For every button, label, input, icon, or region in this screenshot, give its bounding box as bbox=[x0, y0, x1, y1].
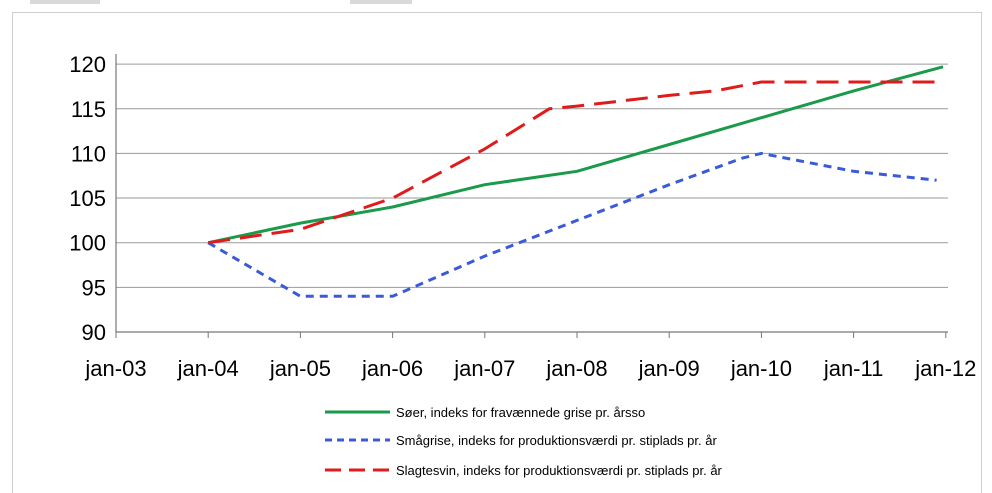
y-tick-label: 100 bbox=[69, 231, 106, 256]
y-tick-label: 95 bbox=[82, 275, 106, 300]
axes bbox=[115, 54, 948, 338]
y-tick-label: 115 bbox=[71, 97, 106, 122]
legend: Søer, indeks for fravænnede grise pr. år… bbox=[325, 405, 723, 478]
x-tick-label: jan-06 bbox=[361, 356, 423, 381]
legend-label-3: Slagtesvin, indeks for produktionsværdi … bbox=[396, 463, 723, 478]
x-tick-label: jan-10 bbox=[730, 356, 792, 381]
y-tick-label: 90 bbox=[82, 320, 106, 345]
top-edge-mark-right bbox=[350, 0, 412, 4]
x-tick-label: jan-11 bbox=[823, 356, 884, 381]
series-lines bbox=[207, 65, 944, 298]
grid-lines bbox=[116, 63, 948, 288]
top-edge-mark-left bbox=[30, 0, 100, 4]
y-tick-label: 120 bbox=[69, 52, 106, 77]
legend-label-1: Søer, indeks for fravænnede grise pr. år… bbox=[396, 405, 645, 420]
series-line-1 bbox=[207, 65, 944, 245]
x-tick-label: jan-05 bbox=[269, 356, 331, 381]
series-line-3 bbox=[207, 80, 942, 245]
y-tick-label: 105 bbox=[69, 186, 106, 211]
x-tick-label: jan-03 bbox=[84, 356, 146, 381]
x-tick-label: jan-08 bbox=[545, 356, 607, 381]
y-tick-labels: 90 95 100 105 110 115 120 bbox=[69, 52, 106, 345]
y-tick-label: 110 bbox=[71, 141, 106, 166]
x-tick-label: jan-09 bbox=[638, 356, 700, 381]
legend-label-2: Smågrise, indeks for produktionsværdi pr… bbox=[396, 433, 717, 448]
x-tick-label: jan-07 bbox=[453, 356, 515, 381]
x-tick-label: jan-04 bbox=[177, 356, 239, 381]
x-tick-label: jan-12 bbox=[914, 356, 976, 381]
x-tick-labels: jan-03 jan-04 jan-05 jan-06 jan-07 jan-08 jan-… bbox=[84, 356, 976, 381]
